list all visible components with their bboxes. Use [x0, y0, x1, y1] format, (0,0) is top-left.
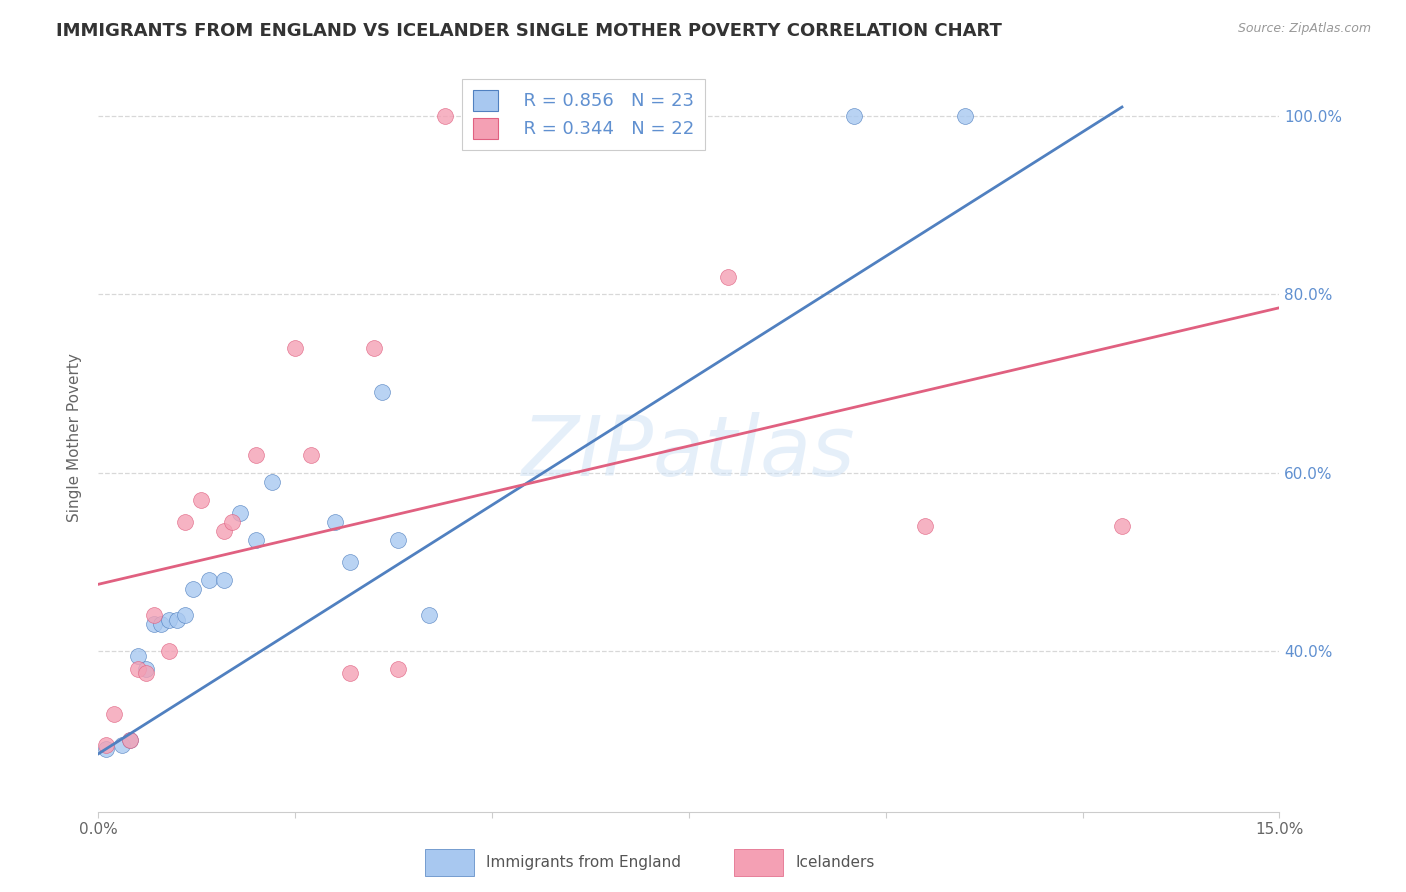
Point [111, 738, 134, 752]
Text: Source: ZipAtlas.com: Source: ZipAtlas.com [1237, 22, 1371, 36]
Point [363, 341, 385, 355]
Point [844, 109, 866, 123]
Point [197, 573, 219, 587]
FancyBboxPatch shape [734, 849, 783, 876]
Point [371, 385, 394, 400]
Point [339, 555, 361, 569]
Text: Icelanders: Icelanders [796, 855, 875, 870]
Point [433, 109, 456, 123]
FancyBboxPatch shape [425, 849, 474, 876]
Point [142, 608, 165, 623]
Point [717, 269, 740, 284]
Point [387, 662, 409, 676]
Point [157, 644, 180, 658]
Point [150, 617, 173, 632]
Point [387, 533, 409, 547]
Point [103, 706, 125, 721]
Point [118, 733, 141, 747]
Point [181, 582, 204, 596]
Point [127, 662, 149, 676]
Point [339, 666, 361, 681]
Point [583, 109, 606, 123]
Point [142, 617, 165, 632]
Point [299, 448, 322, 462]
Point [418, 608, 440, 623]
Point [953, 109, 976, 123]
Point [166, 613, 188, 627]
Point [174, 515, 197, 529]
Point [1111, 519, 1133, 533]
Point [174, 608, 197, 623]
Point [214, 573, 236, 587]
Point [323, 515, 346, 529]
Point [190, 492, 212, 507]
Point [284, 341, 307, 355]
Point [96, 742, 118, 756]
Point [135, 666, 157, 681]
Point [245, 448, 267, 462]
Point [260, 475, 283, 489]
Point [914, 519, 936, 533]
Point [245, 533, 267, 547]
Point [229, 506, 252, 520]
Point [127, 648, 149, 663]
Point [214, 524, 236, 538]
Point [118, 733, 141, 747]
Y-axis label: Single Mother Poverty: Single Mother Poverty [67, 352, 83, 522]
Text: Immigrants from England: Immigrants from England [486, 855, 682, 870]
Legend:   R = 0.856   N = 23,   R = 0.344   N = 22: R = 0.856 N = 23, R = 0.344 N = 22 [461, 79, 706, 150]
Point [221, 515, 243, 529]
Text: IMMIGRANTS FROM ENGLAND VS ICELANDER SINGLE MOTHER POVERTY CORRELATION CHART: IMMIGRANTS FROM ENGLAND VS ICELANDER SIN… [56, 22, 1002, 40]
Text: ZIPatlas: ZIPatlas [522, 411, 856, 492]
Point [96, 738, 118, 752]
Point [157, 613, 180, 627]
Point [135, 662, 157, 676]
